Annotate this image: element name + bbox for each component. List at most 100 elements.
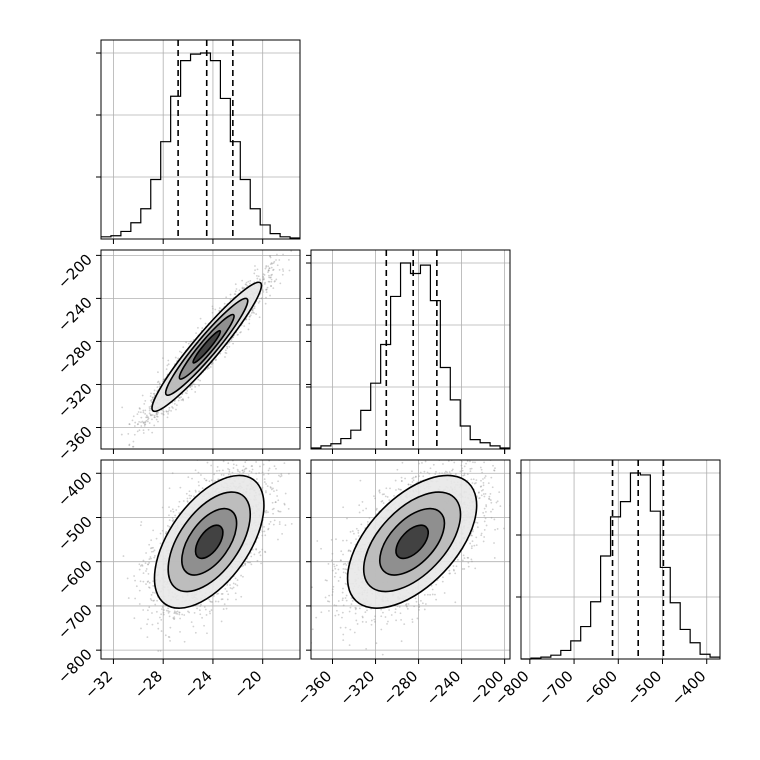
sample-point — [261, 289, 264, 292]
sample-point — [227, 462, 230, 465]
sample-point — [250, 471, 253, 474]
sample-point — [186, 389, 189, 392]
sample-point — [165, 368, 168, 371]
sample-point — [226, 347, 229, 350]
sample-point — [138, 563, 141, 566]
sample-point — [271, 501, 274, 504]
sample-point — [278, 474, 280, 477]
sample-point — [151, 396, 154, 399]
sample-point — [224, 349, 227, 352]
sample-point — [137, 423, 139, 425]
sample-point — [266, 485, 269, 488]
sample-point — [201, 616, 203, 619]
sample-point — [218, 309, 221, 312]
sample-point — [269, 294, 271, 297]
sample-point — [160, 608, 163, 611]
sample-point — [142, 422, 145, 424]
sample-point — [179, 630, 181, 633]
sample-point — [157, 380, 160, 383]
sample-point — [148, 561, 151, 564]
sample-point — [280, 473, 283, 476]
sample-point — [155, 418, 158, 421]
sample-point — [251, 465, 253, 467]
sample-point — [234, 592, 237, 595]
sample-point — [148, 422, 151, 424]
sample-point — [173, 400, 176, 403]
sample-point — [154, 603, 157, 606]
sample-point — [145, 416, 147, 419]
sample-point — [151, 623, 154, 626]
sample-point — [270, 285, 272, 287]
sample-point — [265, 509, 268, 512]
sample-point — [158, 382, 161, 385]
sample-point — [234, 577, 237, 580]
sample-point — [141, 564, 143, 566]
sample-point — [152, 580, 154, 583]
sample-point — [271, 508, 274, 511]
sample-point — [140, 416, 143, 419]
sample-point — [245, 318, 248, 321]
sample-point — [168, 406, 171, 409]
sample-point — [175, 612, 178, 615]
sample-point — [245, 467, 248, 470]
sample-point — [127, 432, 130, 435]
sample-point — [255, 275, 258, 277]
sample-point — [242, 575, 244, 578]
sample-point — [258, 551, 261, 554]
sample-point — [222, 460, 225, 463]
sample-point — [234, 583, 237, 586]
sample-point — [158, 383, 161, 386]
sample-point — [160, 412, 163, 415]
sample-point — [149, 547, 152, 550]
sample-point — [203, 477, 206, 480]
histogram-step — [101, 52, 300, 239]
sample-point — [219, 352, 222, 355]
sample-point — [208, 480, 211, 483]
sample-point — [153, 392, 156, 395]
sample-point — [262, 473, 265, 476]
sample-point — [128, 423, 131, 426]
sample-point — [198, 384, 200, 387]
sample-point — [155, 537, 158, 540]
sample-point — [180, 396, 182, 398]
sample-point — [211, 362, 214, 365]
sample-point — [209, 612, 211, 615]
sample-point — [246, 284, 249, 287]
sample-point — [242, 429, 244, 431]
sample-point — [231, 587, 234, 590]
sample-point — [191, 384, 194, 387]
sample-point — [262, 278, 265, 281]
sample-point — [218, 469, 221, 472]
sample-point — [207, 457, 209, 459]
sample-point — [188, 611, 191, 614]
sample-point — [250, 563, 253, 566]
sample-point — [226, 584, 229, 586]
sample-point — [259, 435, 261, 437]
sample-point — [178, 396, 180, 399]
sample-point — [143, 423, 146, 426]
sample-point — [128, 423, 131, 425]
sample-point — [136, 430, 139, 433]
sample-point — [147, 618, 149, 621]
sample-point — [210, 479, 213, 482]
sample-point — [270, 274, 273, 277]
sample-point — [155, 412, 158, 414]
sample-point — [175, 404, 178, 407]
sample-point — [175, 509, 178, 511]
sample-point — [153, 414, 156, 417]
sample-point — [137, 411, 140, 413]
sample-point — [206, 632, 208, 635]
sample-point — [157, 622, 159, 625]
sample-point — [159, 649, 162, 652]
sample-point — [196, 607, 198, 610]
sample-point — [270, 280, 273, 283]
sample-point — [148, 407, 151, 410]
sample-point — [167, 610, 170, 612]
sample-point — [143, 424, 146, 427]
sample-point — [167, 363, 170, 366]
sample-point — [168, 487, 171, 490]
sample-point — [244, 318, 247, 321]
sample-point — [269, 256, 272, 259]
sample-point — [148, 543, 151, 546]
sample-point — [148, 586, 150, 589]
